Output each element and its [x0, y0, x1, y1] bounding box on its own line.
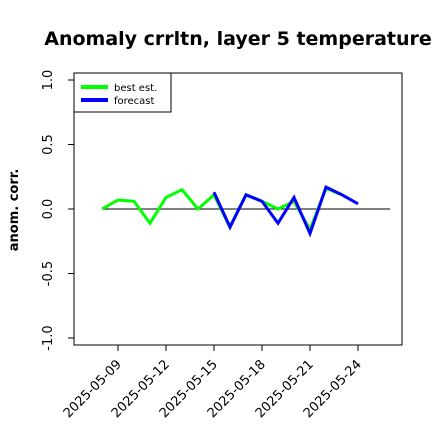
- y-axis: -1.0 -0.5 0.0 0.5 1.0: [41, 70, 74, 351]
- y-tick-label: -0.5: [41, 261, 56, 286]
- legend: best est. forecast: [73, 72, 172, 113]
- series-layer: [101, 185, 359, 238]
- y-tick-label: 0.0: [41, 199, 56, 220]
- chart-title: Anomaly crrltn, layer 5 temperature: [44, 28, 432, 50]
- series-line-forecast: [212, 185, 359, 238]
- y-tick-label: 1.0: [41, 70, 56, 91]
- legend-label-forecast: forecast: [114, 96, 155, 107]
- legend-box: [73, 72, 172, 113]
- x-axis: 2025-05-092025-05-122025-05-152025-05-18…: [61, 345, 365, 421]
- y-axis-label: anom. corr.: [7, 169, 22, 252]
- y-tick-label: 0.5: [41, 134, 56, 155]
- legend-label-best-est: best est.: [114, 83, 157, 94]
- y-tick-label: -1.0: [41, 325, 56, 350]
